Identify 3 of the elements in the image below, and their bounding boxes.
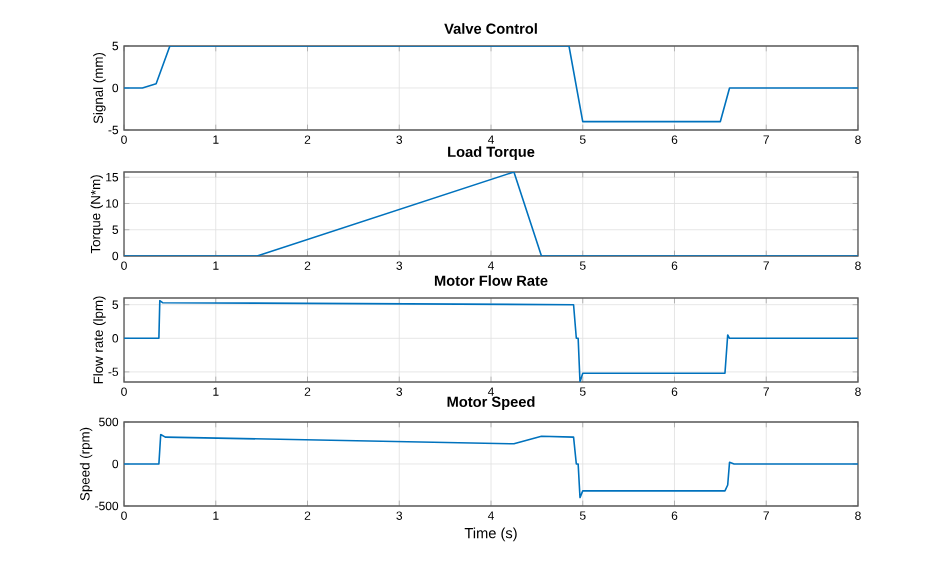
line-series bbox=[124, 45, 858, 123]
line-series bbox=[124, 433, 858, 499]
line-series bbox=[124, 299, 858, 382]
